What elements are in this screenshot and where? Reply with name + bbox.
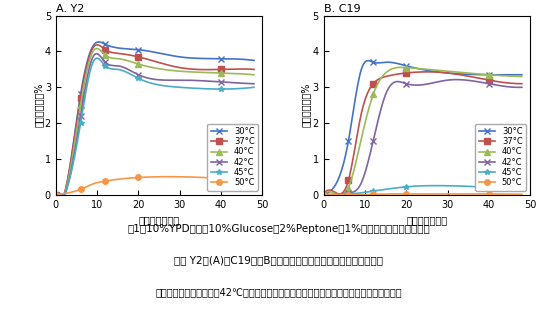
Text: これらの聘熱性酵母は、42℃の高温条件下においてもエタノール生産する能力を有する。: これらの聘熱性酵母は、42℃の高温条件下においてもエタノール生産する能力を有する… bbox=[156, 287, 402, 297]
X-axis label: 培養期間，時間: 培養期間，時間 bbox=[138, 215, 180, 225]
Y-axis label: エタノール，%: エタノール，% bbox=[33, 83, 44, 127]
X-axis label: 培養期間，時間: 培養期間，時間 bbox=[406, 215, 448, 225]
Text: 酵母 Y2株(A)とC19株（B）による各温度におけるエタノール発酵: 酵母 Y2株(A)とC19株（B）による各温度におけるエタノール発酵 bbox=[175, 256, 383, 266]
Text: A. Y2: A. Y2 bbox=[56, 3, 84, 14]
Legend: 30°C, 37°C, 40°C, 42°C, 45°C, 50°C: 30°C, 37°C, 40°C, 42°C, 45°C, 50°C bbox=[208, 124, 258, 191]
Legend: 30°C, 37°C, 40°C, 42°C, 45°C, 50°C: 30°C, 37°C, 40°C, 42°C, 45°C, 50°C bbox=[475, 124, 526, 191]
Text: 図1　10%YPD培地（10%Glucose，2%Peptone，1%酵母エキス）での聘熱性: 図1 10%YPD培地（10%Glucose，2%Peptone，1%酵母エキス… bbox=[128, 224, 430, 234]
Y-axis label: エタノール，%: エタノール，% bbox=[301, 83, 311, 127]
Text: B. C19: B. C19 bbox=[324, 3, 360, 14]
